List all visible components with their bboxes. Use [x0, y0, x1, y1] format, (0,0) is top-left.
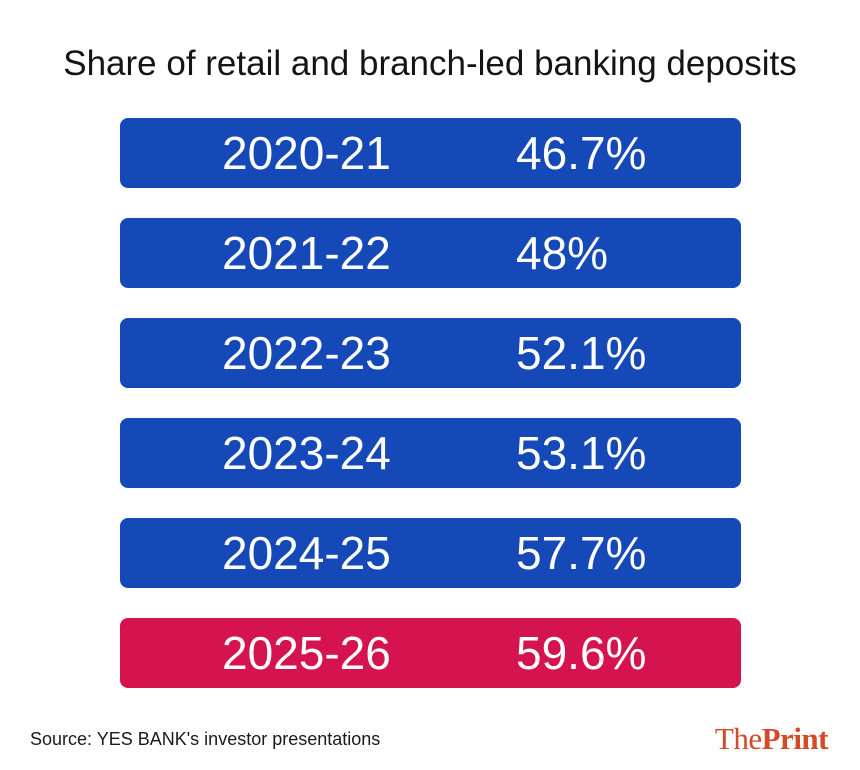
- row-year-label: 2022-23: [222, 327, 391, 379]
- row-year-label: 2024-25: [222, 527, 391, 579]
- row-year-label: 2025-26: [222, 627, 391, 679]
- row-year-label: 2021-22: [222, 227, 391, 279]
- data-row-2023-24: 2023-24 53.1%: [120, 418, 741, 488]
- logo-print: Print: [761, 721, 829, 756]
- row-year-label: 2023-24: [222, 427, 391, 479]
- data-row-2024-25: 2024-25 57.7%: [120, 518, 741, 588]
- row-value-label: 53.1%: [516, 427, 647, 479]
- chart-title: Share of retail and branch-led banking d…: [63, 44, 797, 83]
- row-value-label: 46.7%: [516, 127, 647, 179]
- row-value-label: 59.6%: [516, 627, 647, 679]
- logo-the: The: [714, 721, 762, 756]
- row-value-label: 52.1%: [516, 327, 647, 379]
- row-year-label: 2020-21: [222, 127, 391, 179]
- data-row-2020-21: 2020-21 46.7%: [120, 118, 741, 188]
- row-value-label: 48%: [516, 227, 609, 279]
- source-note: Source: YES BANK's investor presentation…: [30, 729, 381, 749]
- data-row-2022-23: 2022-23 52.1%: [120, 318, 741, 388]
- data-rows: 2020-21 46.7% 2021-22 48% 2022-23 52.1% 2023-2…: [120, 118, 741, 688]
- row-value-label: 57.7%: [516, 527, 647, 579]
- data-row-2021-22: 2021-22 48%: [120, 218, 741, 288]
- data-row-2025-26: 2025-26 59.6%: [120, 618, 741, 688]
- theprint-logo: ThePrint: [714, 721, 829, 757]
